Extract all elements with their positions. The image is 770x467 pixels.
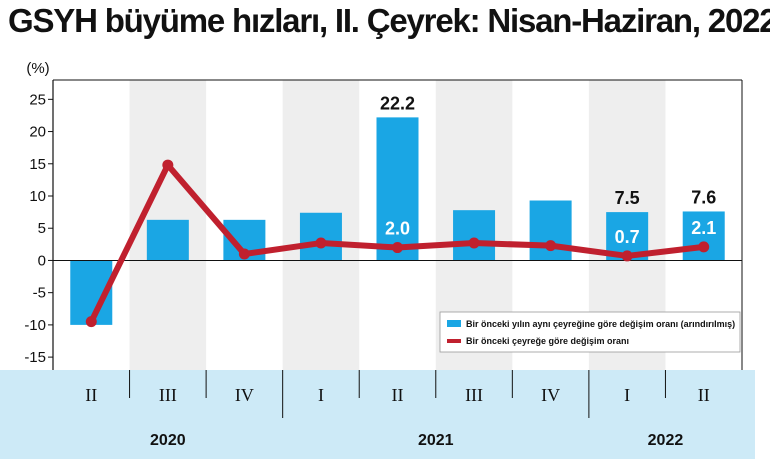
legend: Bir önceki yılın aynı çeyreğine göre değ… — [439, 311, 741, 353]
y-tick-label: 20 — [29, 124, 46, 141]
bar — [146, 219, 189, 261]
category-label: II — [85, 385, 97, 405]
data-labels: 22.2 7.5 7.6 2.0 0.7 2.1 — [380, 93, 716, 247]
line-point — [392, 242, 403, 254]
line-point — [162, 159, 174, 171]
data-label: 2.0 — [385, 219, 410, 239]
legend-box — [439, 311, 741, 353]
y-tick-label: 10 — [29, 188, 46, 205]
y-axis-unit: (%) — [26, 60, 49, 77]
legend-label-bar: Bir önceki yılın aynı çeyreğine göre değ… — [466, 319, 735, 329]
y-tick-label: 15 — [29, 156, 46, 173]
data-label: 0.7 — [615, 227, 640, 247]
category-panel — [0, 370, 755, 467]
y-tick-label: 25 — [29, 91, 46, 108]
year-label: 2022 — [648, 432, 684, 449]
line-series — [85, 159, 710, 328]
year-label: 2021 — [418, 432, 454, 449]
bar — [453, 210, 496, 261]
lower-panel — [0, 370, 770, 467]
line-point — [545, 240, 557, 252]
bar — [376, 117, 419, 261]
category-label: I — [318, 385, 324, 405]
line-point — [468, 237, 480, 249]
data-label: 2.1 — [691, 218, 716, 238]
legend-swatch-bar — [447, 320, 461, 327]
year-label: 2020 — [150, 432, 186, 449]
bottom-margin — [0, 459, 770, 467]
data-label: 7.5 — [615, 188, 640, 208]
line-point — [238, 248, 250, 260]
bar — [299, 212, 342, 261]
category-label: IV — [541, 385, 560, 405]
y-tick-label: -10 — [24, 317, 46, 334]
axes: (%) -15 -10 -5 0 5 10 15 20 25 — [24, 60, 743, 370]
line-point — [698, 241, 710, 253]
data-label: 22.2 — [380, 93, 415, 113]
line-point — [315, 237, 327, 249]
y-tick-label: -15 — [24, 349, 46, 366]
chart-title: GSYH büyüme hızları, II. Çeyrek: Nisan-H… — [8, 2, 770, 39]
category-label: II — [698, 385, 710, 405]
category-label: IV — [235, 385, 254, 405]
legend-label-line: Bir önceki çeyreğe göre değişim oranı — [466, 336, 629, 346]
y-tick-label: -5 — [33, 285, 46, 302]
category-label: III — [465, 385, 483, 405]
category-label: III — [159, 385, 177, 405]
category-label: II — [392, 385, 404, 405]
line-point — [85, 316, 97, 328]
bar — [529, 200, 572, 261]
data-label: 7.6 — [691, 187, 716, 207]
y-tick-label: 5 — [38, 220, 46, 237]
line-point — [621, 250, 633, 262]
y-tick-label: 0 — [38, 252, 46, 269]
category-label: I — [624, 385, 630, 405]
